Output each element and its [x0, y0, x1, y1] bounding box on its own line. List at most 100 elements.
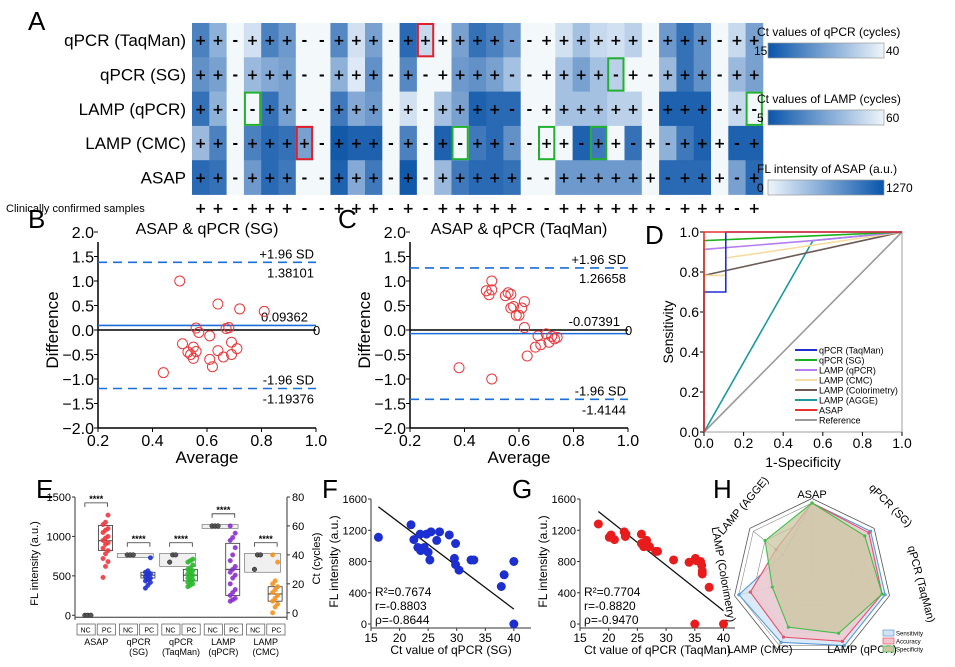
result-sign: -	[250, 102, 256, 118]
result-sign: +	[333, 67, 345, 83]
radar-point	[770, 585, 774, 589]
heatmap-cell	[538, 160, 556, 195]
result-sign: +	[195, 33, 207, 49]
pc-label: PC	[144, 628, 154, 635]
result-sign: -	[423, 170, 429, 186]
y-axis-label: Sensitivity	[660, 300, 676, 363]
result-sign: +	[541, 67, 553, 83]
result-sign: -	[648, 67, 654, 83]
heatmap-cell	[313, 125, 331, 161]
result-sign: -	[578, 136, 584, 152]
y2-tick-label: 20	[292, 579, 304, 591]
radar-point	[763, 538, 767, 543]
heatmap-cell	[641, 23, 660, 58]
result-sign: +	[748, 33, 760, 49]
heatmap-cell	[226, 91, 245, 127]
heatmap-cell	[209, 125, 227, 161]
result-sign: +	[506, 170, 518, 186]
result-sign: +	[454, 67, 466, 83]
clinical-sign: +	[645, 201, 657, 217]
result-sign: +	[195, 102, 207, 118]
result-sign: +	[575, 102, 587, 118]
pc-point	[270, 552, 276, 558]
chart-title: ASAP & qPCR (SG)	[136, 221, 279, 238]
clinical-sign: +	[696, 201, 708, 217]
data-point	[509, 619, 519, 629]
legend-label: Reference	[819, 416, 861, 426]
result-sign: +	[558, 136, 570, 152]
nc-point	[257, 552, 264, 558]
heatmap-cell	[745, 125, 764, 161]
upper-sd-label: +1.96 SD	[571, 252, 626, 267]
data-point	[454, 565, 464, 575]
clinical-sign: +	[368, 201, 380, 217]
highlight-box-red	[416, 23, 435, 58]
heatmap-cell	[520, 125, 539, 161]
result-sign: +	[299, 136, 311, 152]
result-sign: +	[489, 170, 501, 186]
heatmap-cell	[711, 23, 729, 58]
highlight-box-green	[451, 125, 469, 161]
result-sign: +	[489, 67, 501, 83]
nc-point	[88, 612, 94, 618]
lower-value-label: -1.4144	[582, 402, 626, 417]
result-sign: +	[454, 170, 466, 186]
data-point	[444, 530, 454, 540]
highlight-box-green	[538, 125, 556, 161]
nc-cell	[119, 623, 138, 636]
heatmap-cell	[711, 57, 729, 92]
highlight-box-green	[745, 91, 763, 126]
data-point	[157, 367, 169, 379]
x-tick-label: 15	[364, 631, 378, 645]
heatmap-cell	[226, 23, 245, 58]
result-sign: +	[333, 102, 345, 118]
result-sign: +	[558, 102, 570, 118]
x-tick-label: 0.6	[508, 433, 530, 450]
nc-cell	[203, 623, 223, 636]
heatmap-cell	[589, 125, 608, 161]
panel-d: D 0.0 0.2 0.4 0.6 0.8 1.0 0.0 0.2 0.4 0.6 0.8 1.0 1-S…	[645, 220, 912, 470]
heatmap-cell	[399, 91, 418, 127]
heatmap-cell	[382, 91, 400, 127]
heatmap-cell	[676, 91, 695, 127]
upper-value-label: 1.38101	[267, 265, 314, 280]
result-sign: +	[575, 33, 587, 49]
legend-label: Accuracy	[896, 640, 921, 646]
data-point	[193, 326, 205, 338]
heatmap-cell	[711, 160, 729, 195]
x-tick-label: 0.0	[694, 435, 714, 451]
radar-point	[748, 590, 752, 594]
row-label: ASAP	[141, 168, 186, 187]
clinical-sign: +	[281, 201, 293, 217]
group-label: qPCR	[127, 637, 152, 647]
colorbar	[767, 179, 885, 196]
y-tick-label: 1.0	[680, 224, 700, 240]
result-sign: +	[368, 102, 380, 118]
pc-point	[105, 548, 111, 554]
result-sign: +	[264, 170, 276, 186]
heatmap-cell	[192, 91, 210, 127]
heatmap-cell	[728, 160, 746, 195]
x-tick-label: 35	[479, 631, 493, 645]
heatmap-cell	[261, 125, 279, 161]
heatmap-cell	[607, 91, 625, 127]
panel-letter: B	[28, 204, 45, 234]
x-tick-label: 0.8	[250, 433, 272, 450]
heatmap-cell	[676, 125, 695, 161]
heatmap-cell	[209, 160, 227, 195]
clinical-sign: -	[734, 201, 740, 217]
y-tick-label: 1500	[47, 492, 71, 504]
heatmap-cell	[209, 23, 227, 58]
pc-point	[100, 545, 106, 551]
result-sign: +	[679, 67, 691, 83]
result-sign: +	[212, 33, 224, 49]
clinical-sign: +	[472, 201, 484, 217]
result-sign: +	[247, 67, 259, 83]
nc-point	[173, 552, 179, 558]
result-sign: -	[232, 170, 238, 186]
y-axis-label: FL intensity (a.u.)	[327, 515, 341, 607]
legend-label: qPCR (TaqMan)	[819, 346, 884, 356]
pc-point	[270, 610, 276, 616]
pc-point	[232, 563, 238, 569]
